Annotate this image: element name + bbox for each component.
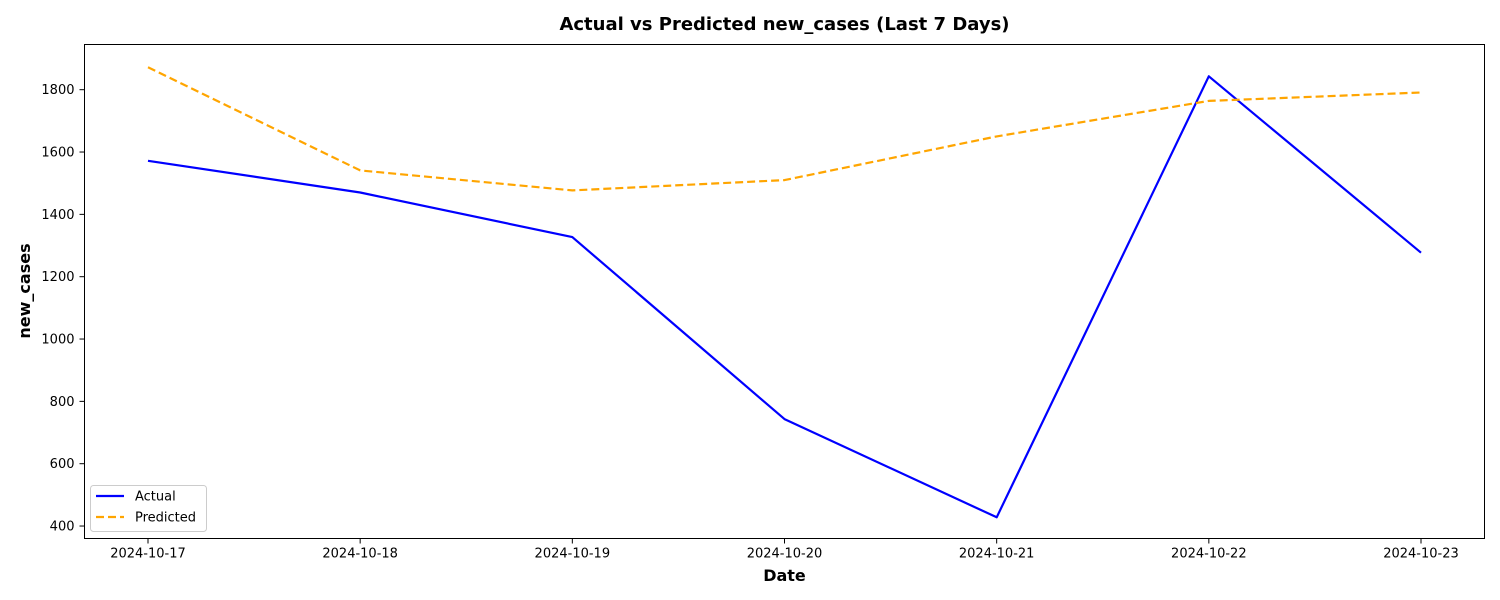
series-layer: [147, 66, 1422, 519]
y-tick-label: 800: [50, 395, 75, 410]
y-tick-label: 1000: [41, 333, 74, 348]
chart-title: Actual vs Predicted new_cases (Last 7 Da…: [559, 14, 1009, 35]
y-tick-label: 1800: [41, 83, 74, 98]
y-tick-label: 400: [50, 520, 75, 535]
y-tick-label: 1400: [41, 208, 74, 223]
series-line-actual: [147, 75, 1422, 519]
legend-label-actual: Actual: [135, 490, 176, 505]
x-tick-label: 2024-10-19: [535, 547, 611, 562]
x-axis-label: Date: [763, 566, 806, 585]
x-tick-label: 2024-10-21: [959, 547, 1035, 562]
x-tick-label: 2024-10-20: [747, 547, 823, 562]
y-tick-label: 1200: [41, 270, 74, 285]
plot-area: [84, 44, 1485, 539]
x-axis: 2024-10-17 2024-10-18 2024-10-19 2024-10-20…: [110, 538, 1459, 562]
x-tick-label: 2024-10-18: [322, 547, 398, 562]
y-axis-label: new_cases: [15, 243, 34, 338]
y-axis: 400 600 800 1000 1200 1400 1600 1800: [41, 83, 85, 535]
legend: Actual Predicted: [90, 485, 207, 532]
y-tick-label: 1600: [41, 146, 74, 161]
series-line-predicted: [147, 66, 1422, 192]
x-tick-label: 2024-10-17: [110, 547, 186, 562]
x-tick-label: 2024-10-22: [1171, 547, 1247, 562]
legend-label-predicted: Predicted: [135, 511, 196, 526]
y-tick-label: 600: [50, 457, 75, 472]
x-tick-label: 2024-10-23: [1383, 547, 1459, 562]
